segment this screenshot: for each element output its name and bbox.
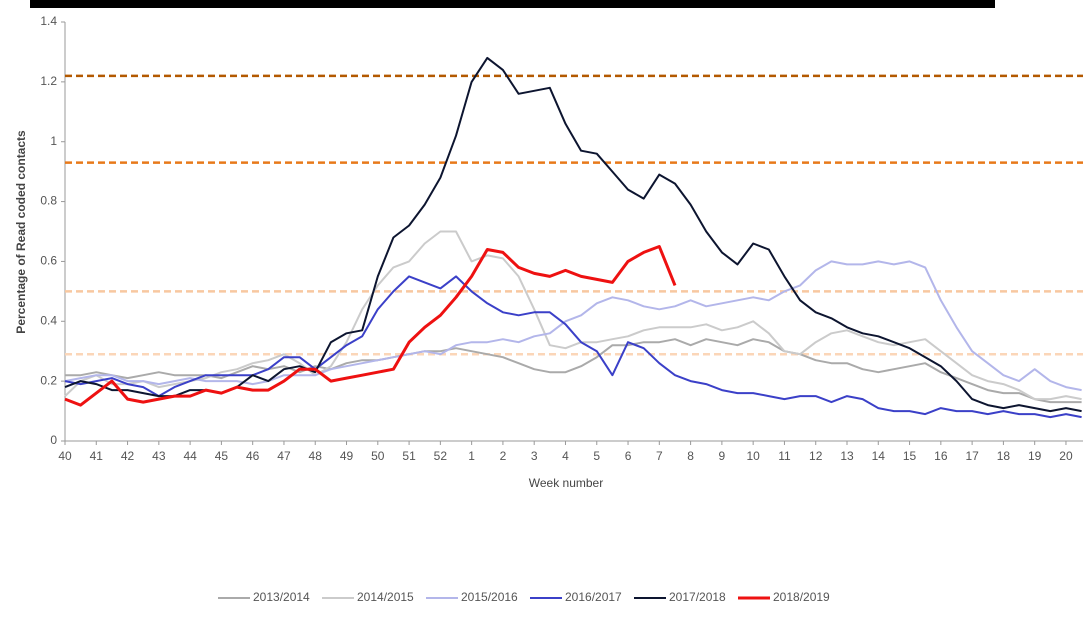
x-tick-label: 46 — [246, 449, 260, 463]
x-tick-label: 47 — [277, 449, 291, 463]
y-tick-label: 1.4 — [40, 14, 57, 28]
x-tick-label: 15 — [903, 449, 917, 463]
x-tick-label: 42 — [121, 449, 135, 463]
y-tick-label: 0 — [50, 433, 57, 447]
x-tick-label: 19 — [1028, 449, 1042, 463]
legend-label: 2017/2018 — [669, 590, 726, 604]
series-line — [64, 56, 1082, 413]
x-tick-label: 1 — [468, 449, 475, 463]
x-tick-label: 44 — [183, 449, 197, 463]
x-tick-label: 52 — [434, 449, 448, 463]
x-axis-label: Week number — [529, 476, 603, 490]
x-tick-label: 11 — [778, 449, 791, 463]
y-tick-label: 0.4 — [40, 313, 57, 327]
y-tick-label: 0.2 — [40, 373, 57, 387]
x-tick-label: 49 — [340, 449, 354, 463]
series-line — [65, 338, 1082, 404]
x-tick-label: 16 — [934, 449, 948, 463]
legend-label: 2015/2016 — [461, 590, 518, 604]
series-line — [64, 245, 677, 407]
x-tick-label: 14 — [872, 449, 886, 463]
x-tick-label: 9 — [719, 449, 726, 463]
x-tick-label: 50 — [371, 449, 385, 463]
x-tick-label: 6 — [625, 449, 632, 463]
x-tick-label: 18 — [997, 449, 1011, 463]
y-tick-label: 1 — [50, 134, 57, 148]
x-tick-label: 10 — [746, 449, 760, 463]
x-tick-label: 3 — [531, 449, 538, 463]
x-tick-label: 7 — [656, 449, 663, 463]
x-tick-label: 13 — [840, 449, 854, 463]
series-line — [64, 260, 1082, 392]
x-tick-label: 4 — [562, 449, 569, 463]
legend-label: 2014/2015 — [357, 590, 414, 604]
x-tick-label: 43 — [152, 449, 166, 463]
x-tick-label: 51 — [402, 449, 416, 463]
y-tick-label: 1.2 — [40, 74, 57, 88]
x-tick-label: 8 — [687, 449, 694, 463]
legend-label: 2016/2017 — [565, 590, 622, 604]
x-tick-label: 41 — [90, 449, 104, 463]
x-tick-label: 17 — [965, 449, 979, 463]
y-tick-label: 0.6 — [40, 254, 57, 268]
y-tick-label: 0.8 — [40, 194, 57, 208]
x-tick-label: 5 — [593, 449, 600, 463]
legend-label: 2013/2014 — [253, 590, 310, 604]
x-tick-label: 12 — [809, 449, 823, 463]
x-tick-label: 48 — [309, 449, 323, 463]
legend-label: 2018/2019 — [773, 590, 830, 604]
title-bar — [30, 0, 995, 8]
x-tick-label: 20 — [1059, 449, 1073, 463]
series-line — [64, 275, 1082, 419]
x-tick-label: 45 — [215, 449, 229, 463]
y-axis-label: Percentage of Read coded contacts — [14, 130, 28, 334]
x-tick-label: 40 — [58, 449, 72, 463]
x-tick-label: 2 — [500, 449, 507, 463]
series-line — [64, 230, 1082, 401]
